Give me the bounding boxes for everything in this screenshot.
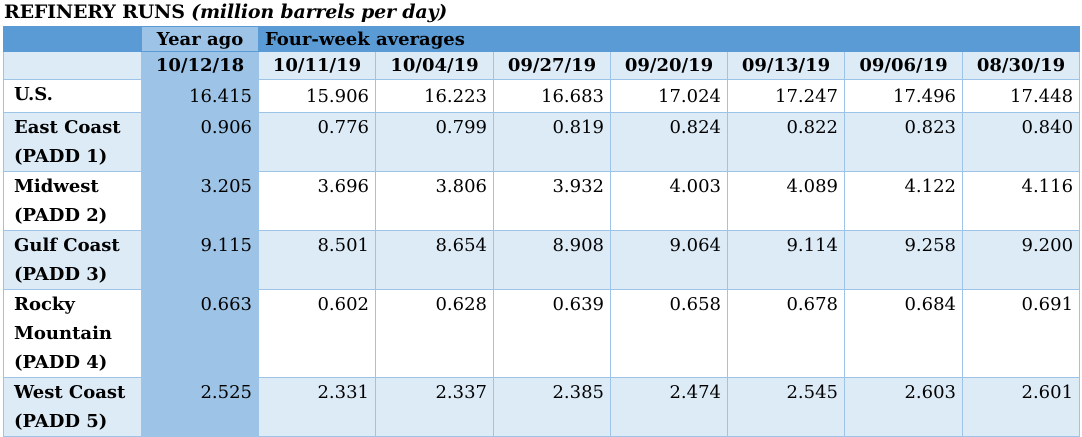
table-cell: 8.501 [258, 230, 376, 290]
date-header: 10/12/18 [141, 51, 259, 80]
table-cell: 2.525 [141, 377, 259, 437]
table-row: West Coast (PADD 5) 2.525 2.331 2.337 2.3… [3, 377, 1081, 437]
title-main: REFINERY RUNS [4, 1, 185, 23]
table-cell: 2.385 [493, 377, 611, 437]
table-cell: 16.415 [141, 79, 259, 113]
table-cell: 0.906 [141, 112, 259, 172]
row-label: Rocky Mountain (PADD 4) [3, 289, 142, 378]
row-label: Gulf Coast (PADD 3) [3, 230, 142, 290]
table-cell: 9.200 [961, 230, 1081, 290]
table-cell: 3.696 [258, 171, 376, 231]
row-label: East Coast (PADD 1) [3, 112, 142, 172]
table-row: Midwest (PADD 2) 3.205 3.696 3.806 3.932 … [3, 171, 1081, 231]
date-header: 08/30/19 [961, 51, 1081, 80]
table-cell: 0.822 [727, 112, 845, 172]
table-cell: 0.824 [610, 112, 728, 172]
table-cell: 2.331 [258, 377, 376, 437]
table-cell: 0.823 [844, 112, 963, 172]
table-cell: 3.806 [375, 171, 494, 231]
header-row-dates: 10/12/18 10/11/19 10/04/19 09/27/19 09/2… [3, 51, 1081, 80]
table-cell: 2.545 [727, 377, 845, 437]
table-cell: 0.628 [375, 289, 494, 378]
table-cell: 2.601 [961, 377, 1081, 437]
date-header: 09/13/19 [727, 51, 845, 80]
title-units: (million barrels per day) [191, 1, 448, 23]
row-label-line: Rocky [14, 294, 75, 315]
date-header: 10/04/19 [375, 51, 494, 80]
row-label-line: (PADD 1) [14, 146, 108, 167]
table-row: Rocky Mountain (PADD 4) 0.663 0.602 0.628 … [3, 289, 1081, 378]
refinery-runs-table: Year ago Four-week averages 10/12/18 10/… [3, 26, 1081, 437]
table-cell: 0.776 [258, 112, 376, 172]
row-label: West Coast (PADD 5) [3, 377, 142, 437]
row-label-line: West Coast [14, 382, 126, 403]
table-cell: 4.116 [961, 171, 1081, 231]
table-cell: 2.603 [844, 377, 963, 437]
row-label-line: Midwest [14, 176, 99, 197]
date-header: 09/06/19 [844, 51, 963, 80]
date-header: 09/27/19 [493, 51, 611, 80]
header-corner [3, 26, 142, 52]
table-cell: 9.114 [727, 230, 845, 290]
row-label-line: (PADD 5) [14, 411, 108, 432]
table-cell: 4.003 [610, 171, 728, 231]
table-cell: 3.205 [141, 171, 259, 231]
table-cell: 4.089 [727, 171, 845, 231]
table-cell: 0.678 [727, 289, 845, 378]
table-cell: 17.024 [610, 79, 728, 113]
table-cell: 0.684 [844, 289, 963, 378]
table-cell: 9.258 [844, 230, 963, 290]
row-label-line: Gulf Coast [14, 235, 120, 256]
table-cell: 2.474 [610, 377, 728, 437]
row-label-line: U.S. [14, 84, 53, 105]
table-cell: 0.840 [961, 112, 1081, 172]
date-header: 09/20/19 [610, 51, 728, 80]
row-label-line: East Coast [14, 117, 121, 138]
row-label-line: (PADD 4) [14, 352, 108, 373]
table-cell: 8.654 [375, 230, 494, 290]
table-cell: 0.658 [610, 289, 728, 378]
table-cell: 8.908 [493, 230, 611, 290]
table-cell: 0.639 [493, 289, 611, 378]
row-label-line: (PADD 2) [14, 205, 108, 226]
table-row: East Coast (PADD 1) 0.906 0.776 0.799 0.8… [3, 112, 1081, 172]
table-cell: 9.115 [141, 230, 259, 290]
table-cell: 0.691 [961, 289, 1081, 378]
year-ago-header: Year ago [141, 26, 259, 52]
table-cell: 2.337 [375, 377, 494, 437]
header-row-group: Year ago Four-week averages [3, 26, 1081, 52]
table-cell: 0.819 [493, 112, 611, 172]
table-cell: 3.932 [493, 171, 611, 231]
table-cell: 17.496 [844, 79, 963, 113]
table-row: Gulf Coast (PADD 3) 9.115 8.501 8.654 8.9… [3, 230, 1081, 290]
table-title: REFINERY RUNS (million barrels per day) [4, 1, 447, 23]
date-header: 10/11/19 [258, 51, 376, 80]
table-cell: 17.448 [961, 79, 1081, 113]
row-label: Midwest (PADD 2) [3, 171, 142, 231]
row-label: U.S. [3, 79, 142, 113]
table-cell: 9.064 [610, 230, 728, 290]
header-corner-dates [3, 51, 142, 80]
table-cell: 15.906 [258, 79, 376, 113]
table-cell: 0.663 [141, 289, 259, 378]
row-label-line: Mountain [14, 323, 113, 344]
four-week-header: Four-week averages [257, 26, 1081, 52]
table-cell: 0.799 [375, 112, 494, 172]
table-cell: 17.247 [727, 79, 845, 113]
table-cell: 16.683 [493, 79, 611, 113]
table-cell: 0.602 [258, 289, 376, 378]
table-cell: 4.122 [844, 171, 963, 231]
table-row: U.S. 16.415 15.906 16.223 16.683 17.024 … [3, 79, 1081, 113]
table-cell: 16.223 [375, 79, 494, 113]
row-label-line: (PADD 3) [14, 264, 108, 285]
